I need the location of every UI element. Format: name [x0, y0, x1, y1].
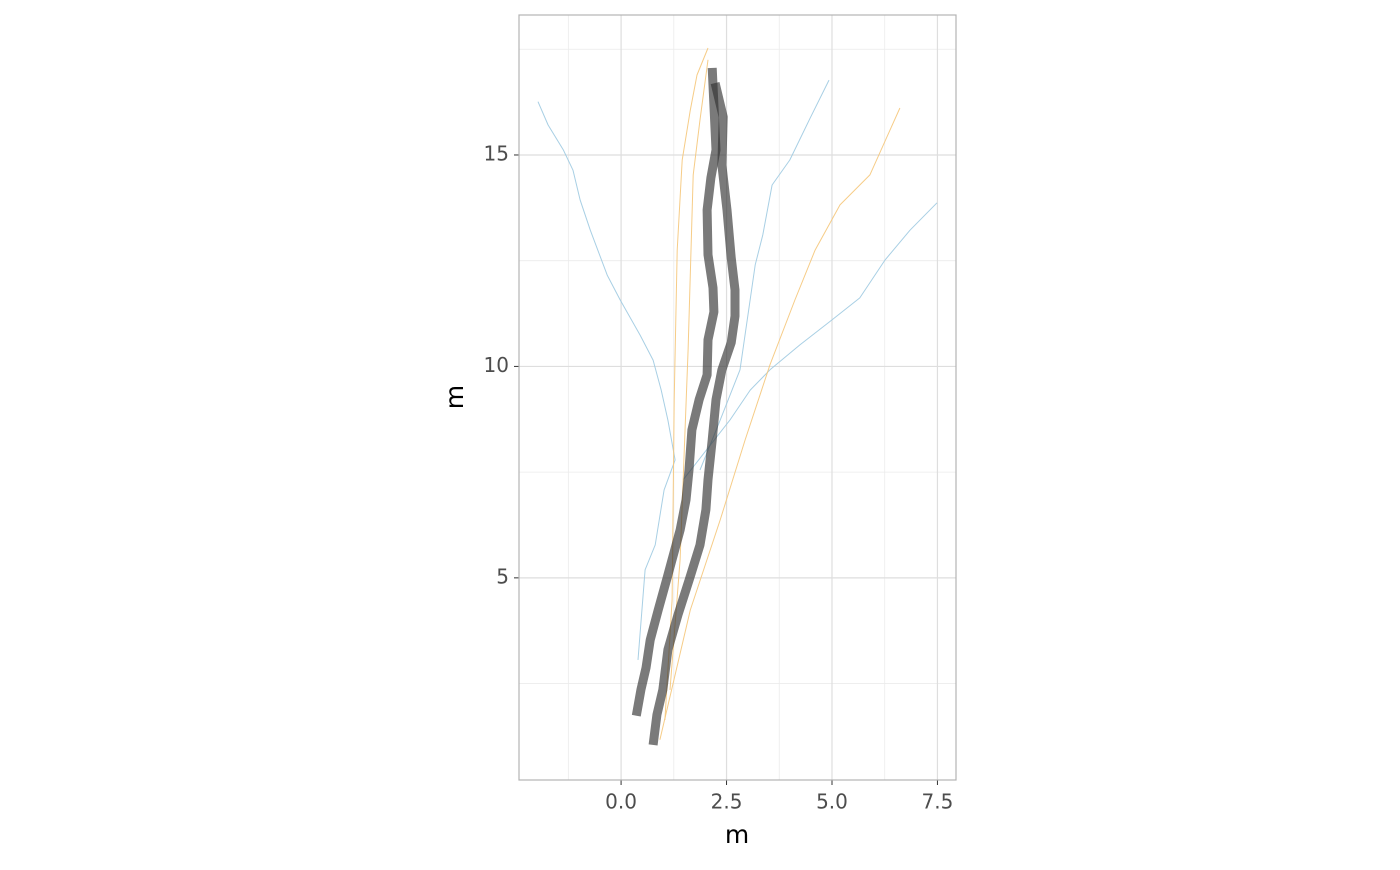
x-tick-label: 2.5: [711, 790, 743, 814]
x-tick-label: 0.0: [605, 790, 637, 814]
trajectory-line: [659, 107, 901, 740]
trajectory-line: [669, 59, 709, 690]
trajectory-line: [537, 101, 676, 660]
y-tick-label: 15: [484, 141, 509, 165]
x-tick-label: 7.5: [922, 790, 954, 814]
trajectory-line: [699, 79, 830, 471]
y-tick-label: 5: [496, 564, 509, 588]
plot-border: [518, 14, 957, 781]
y-axis-title: m: [440, 385, 469, 409]
x-axis-title: m: [725, 820, 749, 849]
trajectory-line: [631, 67, 721, 717]
y-tick-label: 10: [484, 353, 509, 377]
trajectory-line: [682, 202, 938, 481]
x-tick-label: 5.0: [816, 790, 848, 814]
trajectory-line: [648, 82, 740, 746]
